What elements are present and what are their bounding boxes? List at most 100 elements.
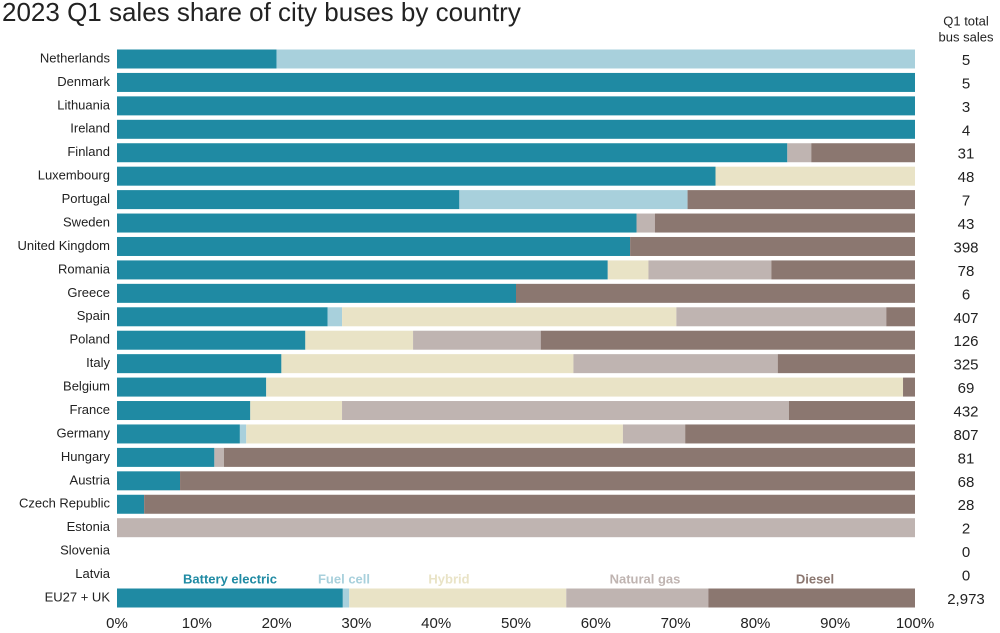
bar-segment (654, 213, 915, 233)
bar-segment (676, 307, 887, 327)
total-sales: 807 (953, 427, 978, 444)
y-tick-label: Estonia (67, 519, 111, 534)
bar-segment (342, 588, 350, 608)
bar-segment (459, 190, 688, 210)
bar-segment (636, 213, 655, 233)
bar-segment (117, 283, 516, 303)
total-sales: 48 (958, 169, 975, 186)
total-sales: 31 (958, 146, 975, 163)
bar-segment (622, 424, 686, 444)
y-tick-label: Portugal (62, 191, 111, 206)
x-tick-label: 100% (896, 615, 934, 632)
bar-segment (223, 447, 915, 467)
bar-segment (117, 213, 637, 233)
bar-segment (342, 401, 789, 421)
bar-segment (117, 354, 282, 374)
bar-segment (117, 307, 328, 327)
bar-segment (117, 119, 915, 139)
y-tick-label: Hungary (61, 449, 111, 464)
x-tick-label: 60% (581, 615, 611, 632)
total-sales: 2 (962, 521, 970, 538)
total-sales: 69 (958, 380, 975, 397)
bar-segment (687, 190, 915, 210)
y-tick-label: Slovenia (60, 543, 111, 558)
x-tick-label: 70% (661, 615, 691, 632)
bar-segment (708, 588, 915, 608)
bar-segment (349, 588, 567, 608)
y-tick-label: EU27 + UK (45, 589, 111, 604)
y-tick-label: France (70, 402, 110, 417)
total-sales: 78 (958, 263, 975, 280)
bar-segment (327, 307, 343, 327)
x-tick-label: 0% (106, 615, 128, 632)
total-sales: 432 (953, 403, 978, 420)
bar-segment (117, 518, 915, 538)
bar-segment (117, 377, 267, 397)
bar-segment (117, 96, 915, 116)
total-sales: 0 (962, 568, 970, 585)
bar-segment (886, 307, 915, 327)
y-tick-label: Latvia (75, 566, 110, 581)
x-tick-label: 90% (820, 615, 850, 632)
y-tick-label: Poland (70, 332, 110, 347)
bar-segment (630, 236, 915, 256)
bar-segment (117, 494, 145, 514)
bar-segment (250, 401, 343, 421)
y-tick-label: Belgium (63, 379, 110, 394)
legend-entry: Fuel cell (318, 571, 370, 586)
x-tick-label: 40% (421, 615, 451, 632)
bar-segment (573, 354, 778, 374)
totals-title: bus sales (939, 29, 994, 44)
bar-segment (276, 49, 916, 69)
total-sales: 325 (953, 357, 978, 374)
legend-entry: Natural gas (610, 571, 681, 586)
y-tick-label: Romania (58, 261, 111, 276)
y-tick-label: Ireland (70, 121, 110, 136)
x-tick-label: 20% (262, 615, 292, 632)
bar-segment (903, 377, 915, 397)
bar-segment (607, 260, 649, 280)
x-tick-label: 10% (182, 615, 212, 632)
bar-segment (117, 260, 608, 280)
bar-segment (715, 166, 915, 186)
x-tick-label: 80% (740, 615, 770, 632)
total-sales: 407 (953, 310, 978, 327)
bar-segment (540, 330, 915, 350)
bar-segment (117, 588, 343, 608)
total-sales: 5 (962, 75, 970, 92)
chart-title: 2023 Q1 sales share of city buses by cou… (2, 0, 521, 27)
bar-segment (811, 143, 915, 163)
y-tick-label: Luxembourg (38, 168, 110, 183)
y-tick-label: Sweden (63, 214, 110, 229)
bar-segment (566, 588, 709, 608)
bar-segment (144, 494, 915, 514)
bar-segment (342, 307, 677, 327)
y-tick-label: Greece (67, 285, 110, 300)
y-tick-label: United Kingdom (18, 238, 111, 253)
x-tick-label: 50% (501, 615, 531, 632)
total-sales: 7 (962, 193, 970, 210)
bar-segment (239, 424, 247, 444)
y-tick-label: Netherlands (40, 50, 111, 65)
bar-segment (117, 471, 181, 491)
y-tick-label: Italy (86, 355, 110, 370)
bar-segment (648, 260, 772, 280)
bar-segment (117, 424, 240, 444)
total-sales: 6 (962, 286, 970, 303)
bar-segment (787, 143, 812, 163)
legend-entry: Diesel (796, 571, 834, 586)
total-sales: 43 (958, 216, 975, 233)
bar-segment (117, 49, 277, 69)
total-sales: 5 (962, 52, 970, 69)
x-tick-label: 30% (341, 615, 371, 632)
total-sales: 81 (958, 450, 975, 467)
y-tick-label: Spain (77, 308, 110, 323)
bar-segment (305, 330, 414, 350)
bar-segment (788, 401, 915, 421)
bar-segment (117, 143, 788, 163)
legend-entry: Hybrid (428, 571, 469, 586)
bar-segment (180, 471, 916, 491)
bar-segment (685, 424, 915, 444)
total-sales: 398 (953, 239, 978, 256)
